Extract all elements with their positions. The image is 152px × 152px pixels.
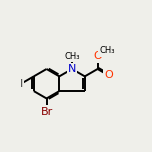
- Text: O: O: [104, 70, 113, 80]
- Text: CH₃: CH₃: [99, 47, 115, 55]
- Text: O: O: [93, 52, 102, 62]
- Text: CH₃: CH₃: [64, 52, 80, 61]
- Text: N: N: [68, 64, 76, 74]
- Text: Br: Br: [40, 107, 53, 117]
- Text: I: I: [19, 79, 23, 89]
